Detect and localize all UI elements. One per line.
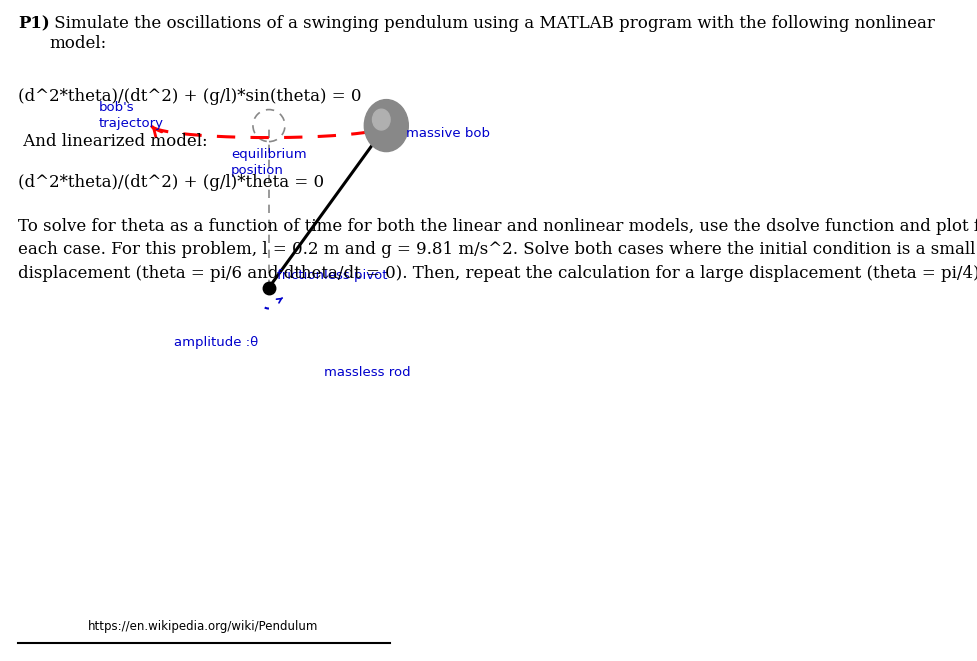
Ellipse shape bbox=[372, 109, 390, 130]
Text: https://en.wikipedia.org/wiki/Pendulum: https://en.wikipedia.org/wiki/Pendulum bbox=[88, 620, 319, 633]
Text: Simulate the oscillations of a swinging pendulum using a MATLAB program with the: Simulate the oscillations of a swinging … bbox=[49, 15, 934, 52]
Text: equilibrium
position: equilibrium position bbox=[231, 147, 306, 176]
Text: frictionless pivot: frictionless pivot bbox=[276, 268, 387, 282]
Text: To solve for theta as a function of time for both the linear and nonlinear model: To solve for theta as a function of time… bbox=[18, 218, 977, 282]
Text: bob's
trajectory: bob's trajectory bbox=[99, 101, 164, 130]
Text: massive bob: massive bob bbox=[405, 127, 489, 140]
Ellipse shape bbox=[364, 100, 407, 151]
Text: massless rod: massless rod bbox=[323, 366, 410, 379]
Text: And linearized model:: And linearized model: bbox=[18, 133, 207, 150]
Text: (d^2*theta)/(dt^2) + (g/l)*theta = 0: (d^2*theta)/(dt^2) + (g/l)*theta = 0 bbox=[18, 174, 323, 191]
Text: amplitude :θ: amplitude :θ bbox=[174, 336, 258, 349]
Text: P1): P1) bbox=[18, 15, 50, 32]
Text: (d^2*theta)/(dt^2) + (g/l)*sin(theta) = 0: (d^2*theta)/(dt^2) + (g/l)*sin(theta) = … bbox=[18, 88, 361, 105]
